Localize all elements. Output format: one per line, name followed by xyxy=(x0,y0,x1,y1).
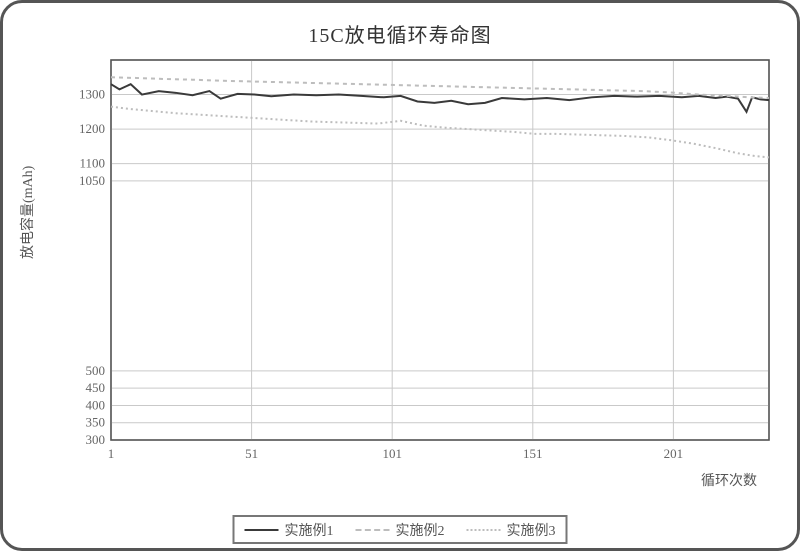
svg-text:400: 400 xyxy=(86,397,106,412)
chart-frame: 15C放电循环寿命图 放电容量(mAh) 300 350 400 450 500 1050… xyxy=(0,0,800,551)
svg-text:300: 300 xyxy=(86,432,106,447)
svg-text:450: 450 xyxy=(86,380,106,395)
legend-item: 实施例3 xyxy=(467,520,556,540)
chart-svg: 3003504004505001050110012001300145015110… xyxy=(51,54,781,484)
legend-label: 实施例3 xyxy=(507,520,556,540)
legend-swatch-icon xyxy=(356,529,390,531)
x-axis-label: 循环次数 xyxy=(701,470,757,490)
legend-item: 实施例1 xyxy=(245,520,334,540)
svg-text:500: 500 xyxy=(86,363,106,378)
plot-area: 放电容量(mAh) 300350400450500105011001200130… xyxy=(21,54,779,484)
svg-text:1: 1 xyxy=(108,446,115,461)
legend: 实施例1 实施例2 实施例3 xyxy=(233,515,568,544)
svg-text:51: 51 xyxy=(245,446,258,461)
svg-text:201: 201 xyxy=(664,446,684,461)
svg-text:1100: 1100 xyxy=(79,156,105,171)
legend-swatch-icon xyxy=(467,529,501,531)
svg-text:1200: 1200 xyxy=(79,121,105,136)
svg-text:1050: 1050 xyxy=(79,173,105,188)
svg-text:1300: 1300 xyxy=(79,87,105,102)
legend-label: 实施例2 xyxy=(396,520,445,540)
y-axis-label: 放电容量(mAh) xyxy=(17,166,37,259)
svg-text:101: 101 xyxy=(382,446,402,461)
svg-text:350: 350 xyxy=(86,415,106,430)
legend-label: 实施例1 xyxy=(285,520,334,540)
legend-item: 实施例2 xyxy=(356,520,445,540)
svg-text:151: 151 xyxy=(523,446,543,461)
chart-title: 15C放电循环寿命图 xyxy=(21,19,779,48)
legend-swatch-icon xyxy=(245,529,279,531)
